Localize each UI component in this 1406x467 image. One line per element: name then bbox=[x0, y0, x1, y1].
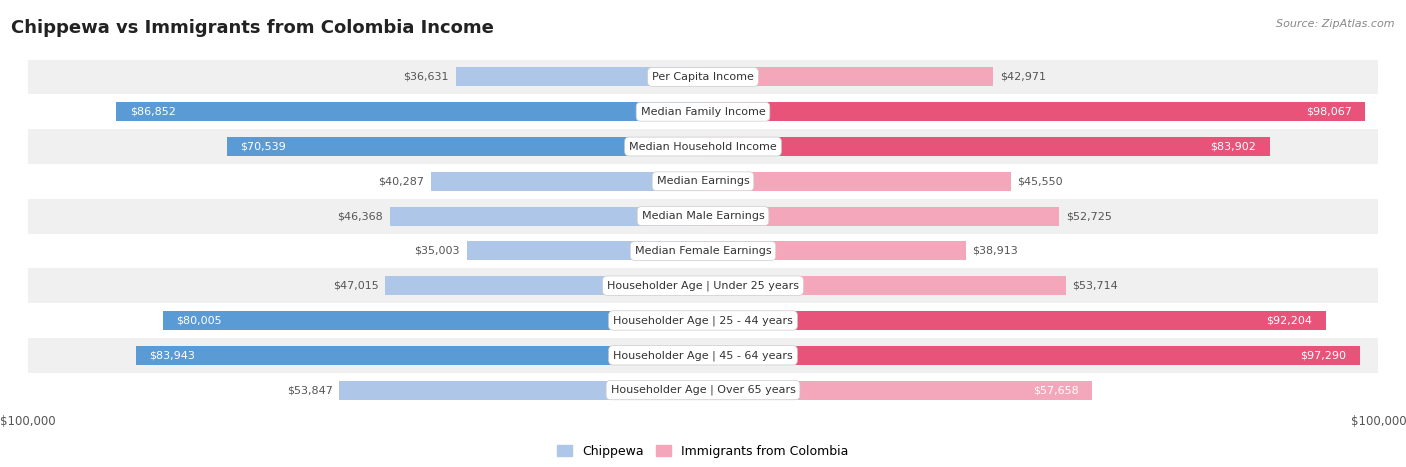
Bar bbox=[703, 172, 1011, 191]
Text: Source: ZipAtlas.com: Source: ZipAtlas.com bbox=[1277, 19, 1395, 28]
Text: Median Earnings: Median Earnings bbox=[657, 177, 749, 186]
Text: Chippewa vs Immigrants from Colombia Income: Chippewa vs Immigrants from Colombia Inc… bbox=[11, 19, 494, 37]
Text: $80,005: $80,005 bbox=[176, 316, 222, 325]
Bar bbox=[467, 241, 703, 261]
Text: $35,003: $35,003 bbox=[415, 246, 460, 256]
Text: $36,631: $36,631 bbox=[404, 72, 449, 82]
Text: $70,539: $70,539 bbox=[240, 142, 285, 151]
Bar bbox=[703, 241, 966, 261]
Text: $97,290: $97,290 bbox=[1301, 350, 1347, 360]
Bar bbox=[28, 234, 1378, 269]
Legend: Chippewa, Immigrants from Colombia: Chippewa, Immigrants from Colombia bbox=[557, 445, 849, 458]
Text: $92,204: $92,204 bbox=[1267, 316, 1312, 325]
Text: Per Capita Income: Per Capita Income bbox=[652, 72, 754, 82]
Bar bbox=[28, 373, 1378, 408]
Text: $42,971: $42,971 bbox=[1000, 72, 1046, 82]
Text: $57,658: $57,658 bbox=[1033, 385, 1078, 395]
Text: Median Female Earnings: Median Female Earnings bbox=[634, 246, 772, 256]
Text: Householder Age | Under 25 years: Householder Age | Under 25 years bbox=[607, 281, 799, 291]
Text: $83,943: $83,943 bbox=[149, 350, 195, 360]
Bar bbox=[28, 198, 1378, 234]
Text: $86,852: $86,852 bbox=[129, 107, 176, 117]
Bar bbox=[385, 276, 703, 295]
Text: $98,067: $98,067 bbox=[1306, 107, 1351, 117]
Text: $52,725: $52,725 bbox=[1066, 211, 1112, 221]
Bar bbox=[703, 311, 1326, 330]
Bar bbox=[389, 206, 703, 226]
Text: $38,913: $38,913 bbox=[973, 246, 1018, 256]
Bar bbox=[703, 67, 993, 86]
Bar bbox=[117, 102, 703, 121]
Bar bbox=[456, 67, 703, 86]
Text: $83,902: $83,902 bbox=[1211, 142, 1256, 151]
Bar bbox=[28, 269, 1378, 303]
Bar bbox=[226, 137, 703, 156]
Bar bbox=[163, 311, 703, 330]
Bar bbox=[339, 381, 703, 400]
Bar bbox=[136, 346, 703, 365]
Text: Householder Age | Over 65 years: Householder Age | Over 65 years bbox=[610, 385, 796, 396]
Text: $47,015: $47,015 bbox=[333, 281, 378, 290]
Bar bbox=[703, 206, 1059, 226]
Bar bbox=[28, 338, 1378, 373]
Bar bbox=[703, 276, 1066, 295]
Text: Householder Age | 25 - 44 years: Householder Age | 25 - 44 years bbox=[613, 315, 793, 326]
Text: $53,847: $53,847 bbox=[287, 385, 333, 395]
Bar bbox=[703, 102, 1365, 121]
Bar bbox=[430, 172, 703, 191]
Bar bbox=[703, 381, 1092, 400]
Bar bbox=[703, 346, 1360, 365]
Bar bbox=[28, 94, 1378, 129]
Text: Median Family Income: Median Family Income bbox=[641, 107, 765, 117]
Text: $53,714: $53,714 bbox=[1073, 281, 1118, 290]
Bar bbox=[703, 137, 1270, 156]
Text: $40,287: $40,287 bbox=[378, 177, 425, 186]
Text: Householder Age | 45 - 64 years: Householder Age | 45 - 64 years bbox=[613, 350, 793, 361]
Text: Median Male Earnings: Median Male Earnings bbox=[641, 211, 765, 221]
Bar bbox=[28, 59, 1378, 94]
Text: $46,368: $46,368 bbox=[337, 211, 382, 221]
Text: $45,550: $45,550 bbox=[1018, 177, 1063, 186]
Bar bbox=[28, 164, 1378, 198]
Bar bbox=[28, 129, 1378, 164]
Text: Median Household Income: Median Household Income bbox=[628, 142, 778, 151]
Bar bbox=[28, 303, 1378, 338]
